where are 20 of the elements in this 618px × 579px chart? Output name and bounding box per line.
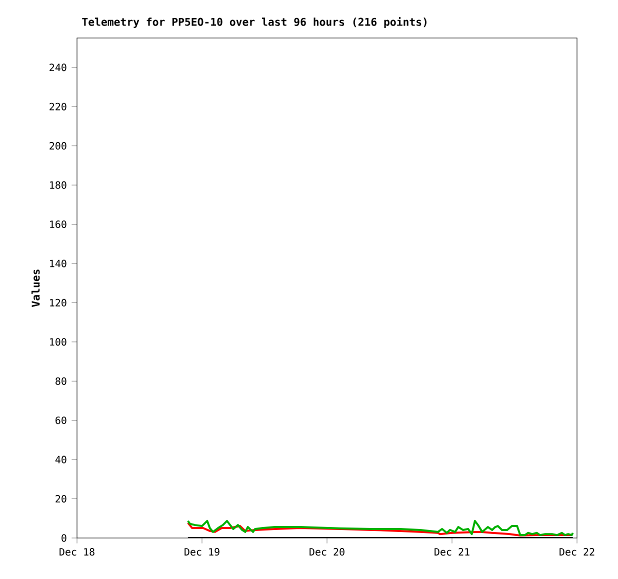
y-tick-label: 0 xyxy=(62,534,66,542)
y-tick-label: 140 xyxy=(50,260,66,268)
x-tick-label: Dec 20 xyxy=(310,548,344,556)
y-tick-label: 60 xyxy=(56,416,66,424)
y-tick-label: 80 xyxy=(56,377,66,385)
x-tick-label: Dec 21 xyxy=(434,548,470,556)
y-tick-label: 120 xyxy=(50,298,66,306)
y-tick-label: 100 xyxy=(50,338,66,346)
y-axis-title: Values xyxy=(31,270,40,307)
x-tick-label: Dec 22 xyxy=(560,548,594,556)
y-tick-label: 240 xyxy=(50,64,66,72)
chart-title: Telemetry for PP5EO-10 over last 96 hours (216 points) xyxy=(82,17,426,28)
y-tick-label: 180 xyxy=(50,181,66,189)
y-tick-label: 220 xyxy=(50,102,66,110)
x-tick-label: Dec 18 xyxy=(60,548,94,556)
y-tick-label: 160 xyxy=(50,220,66,228)
x-tick-label: Dec 19 xyxy=(184,548,220,556)
y-tick-label: 20 xyxy=(56,495,66,503)
y-tick-label: 40 xyxy=(55,456,66,464)
y-tick-label: 200 xyxy=(50,142,66,150)
